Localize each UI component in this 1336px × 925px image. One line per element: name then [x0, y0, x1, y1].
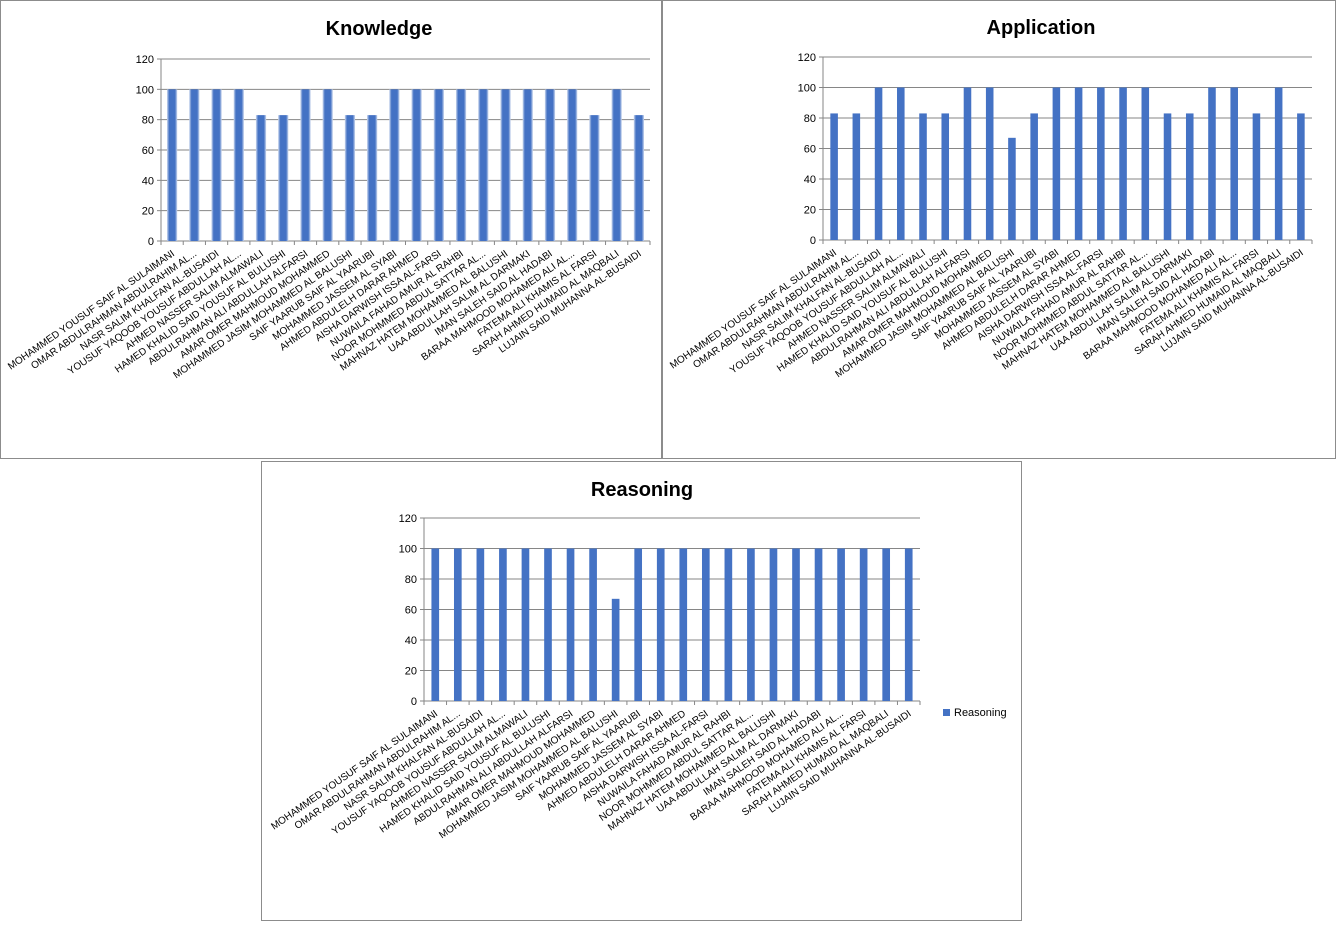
bar: [476, 548, 485, 701]
bar: [919, 113, 927, 240]
bar: [611, 89, 622, 241]
bar: [882, 548, 891, 701]
bar: [814, 548, 823, 701]
bar: [566, 548, 575, 701]
bar: [411, 89, 422, 241]
bar: [278, 115, 289, 241]
bar: [211, 89, 222, 241]
y-tick-label: 60: [804, 144, 816, 156]
bar: [500, 89, 511, 241]
bar: [1274, 87, 1283, 240]
bar: [544, 548, 552, 701]
bar: [478, 89, 489, 241]
bar: [344, 115, 356, 241]
bar: [1141, 87, 1150, 240]
bar: [1230, 87, 1238, 240]
y-tick-label: 60: [142, 145, 154, 157]
y-tick-label: 40: [405, 635, 417, 647]
bar: [1185, 113, 1194, 240]
bar: [300, 89, 311, 241]
bar: [189, 89, 200, 241]
bar: [1008, 137, 1016, 240]
bar: [792, 548, 800, 701]
bar: [567, 89, 578, 241]
bar: [656, 548, 665, 701]
bar: [431, 548, 440, 701]
bar: [233, 89, 244, 241]
bar: [1297, 113, 1305, 240]
bar: [1097, 87, 1105, 240]
bar: [499, 548, 507, 701]
bar: [634, 548, 643, 701]
knowledge-chart-panel: Knowledge 0 20 40 60 80 100 120 MOHAMMED YOUSUF …: [0, 0, 662, 459]
bar: [701, 548, 710, 701]
legend-label: Reasoning: [954, 707, 1007, 719]
y-tick-label: 0: [148, 236, 154, 248]
legend-swatch: [943, 709, 950, 716]
bar: [544, 89, 556, 241]
bar: [941, 113, 950, 240]
y-tick-label: 100: [399, 544, 417, 556]
y-tick-label: 20: [405, 666, 417, 678]
bar: [679, 548, 688, 701]
chart-title: Application: [987, 17, 1096, 39]
chart-title: Reasoning: [591, 479, 693, 501]
bar: [724, 548, 733, 701]
bar: [167, 89, 178, 241]
y-tick-label: 20: [142, 206, 154, 218]
bar: [1052, 87, 1061, 240]
y-tick-label: 100: [136, 84, 154, 96]
bar: [433, 89, 444, 241]
y-tick-label: 60: [405, 605, 417, 617]
bar: [255, 115, 267, 241]
bar: [521, 548, 530, 701]
bar: [830, 113, 838, 240]
bar: [852, 113, 861, 240]
reasoning-chart-panel: Reasoning 0 20 40 60 80 100 120 MOHAMMED YOUSUF …: [261, 461, 1022, 921]
bar: [769, 548, 778, 701]
y-tick-label: 0: [411, 696, 417, 708]
bar: [611, 598, 620, 701]
y-tick-label: 120: [136, 54, 154, 66]
bar: [904, 548, 913, 701]
bar: [367, 115, 378, 241]
y-tick-label: 20: [804, 205, 816, 217]
bar: [389, 89, 400, 241]
y-tick-label: 80: [142, 115, 154, 127]
bar: [874, 87, 883, 240]
bar: [522, 89, 533, 241]
bar: [985, 87, 994, 240]
bar: [455, 89, 467, 241]
bar: [322, 89, 333, 241]
y-tick-label: 40: [804, 174, 816, 186]
y-tick-label: 0: [810, 235, 816, 247]
bar: [1163, 113, 1172, 240]
application-chart-panel: Application 0 20 40 60 80 100 120 MOHAMMED YOUSU…: [662, 0, 1336, 459]
bar: [453, 548, 462, 701]
bar: [1252, 113, 1261, 240]
y-tick-label: 120: [798, 52, 816, 64]
bar: [747, 548, 755, 701]
bar: [1208, 87, 1216, 240]
bar: [589, 548, 597, 701]
bar: [859, 548, 868, 701]
bar: [1030, 113, 1038, 240]
bar: [589, 115, 600, 241]
bar: [1074, 87, 1083, 240]
bar: [633, 115, 644, 241]
bar: [1119, 87, 1127, 240]
bar: [837, 548, 845, 701]
chart-title: Knowledge: [326, 18, 433, 40]
y-tick-label: 80: [405, 574, 417, 586]
y-tick-label: 40: [142, 175, 154, 187]
bar: [897, 87, 905, 240]
bar: [963, 87, 972, 240]
y-tick-label: 120: [399, 513, 417, 525]
y-tick-label: 100: [798, 83, 816, 95]
y-tick-label: 80: [804, 113, 816, 125]
